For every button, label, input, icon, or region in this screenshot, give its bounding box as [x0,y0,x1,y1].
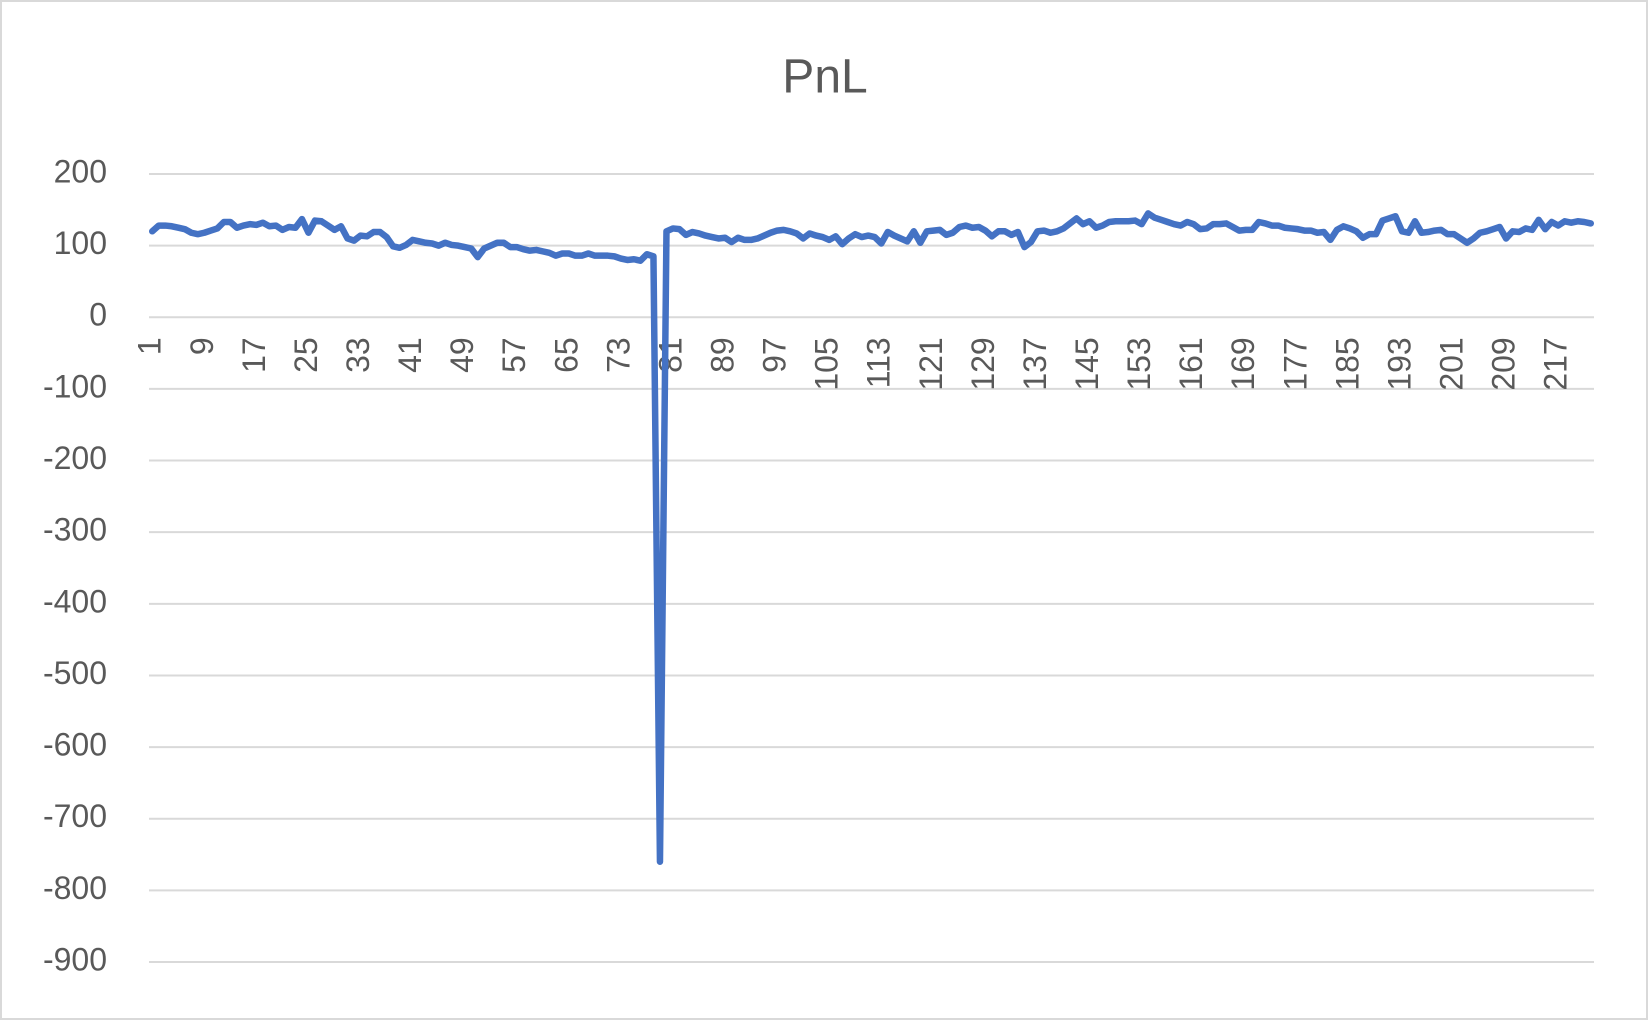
x-tick-label: 65 [548,337,584,373]
x-tick-label: 97 [757,337,793,373]
data-line [149,210,1594,865]
x-tick-label: 89 [705,337,741,373]
x-tick-label: 209 [1486,337,1522,390]
x-tick-label: 145 [1069,337,1105,390]
x-tick-label: 17 [236,337,272,373]
x-tick-label: 121 [913,337,949,390]
x-tick-label: 49 [444,337,480,373]
y-tick-label: 0 [89,297,107,333]
x-tick-label: 73 [600,337,636,373]
y-tick-label: -700 [43,798,107,834]
chart-title: PnL [782,51,867,104]
x-tick-label: 9 [184,337,220,355]
y-tick-label: -900 [43,941,107,977]
y-tick-label: -600 [43,727,107,763]
x-tick-label: 1 [132,337,168,355]
x-tick-label: 185 [1329,337,1365,390]
x-tick-label: 25 [288,337,324,373]
x-tick-label: 129 [965,337,1001,390]
y-tick-label: -800 [43,870,107,906]
x-tick-label: 177 [1277,337,1313,390]
x-tick-label: 217 [1538,337,1574,390]
x-tick-label: 57 [496,337,532,373]
x-tick-label: 201 [1434,337,1470,390]
y-tick-label: -400 [43,583,107,619]
y-tick-label: 100 [54,225,107,261]
x-tick-label: 153 [1121,337,1157,390]
x-tick-label: 161 [1173,337,1209,390]
y-tick-label: -500 [43,655,107,691]
x-tick-label: 41 [392,337,428,373]
y-tick-label: -300 [43,512,107,548]
x-tick-label: 33 [340,337,376,373]
x-tick-label: 193 [1381,337,1417,390]
x-tick-label: 105 [809,337,845,390]
x-tick-label: 81 [652,337,688,373]
y-tick-label: -100 [43,368,107,404]
y-tick-label: 200 [54,153,107,189]
x-tick-label: 113 [861,337,897,388]
x-tick-label: 137 [1017,337,1053,390]
x-tick-label: 169 [1225,337,1261,390]
y-tick-label: -200 [43,440,107,476]
